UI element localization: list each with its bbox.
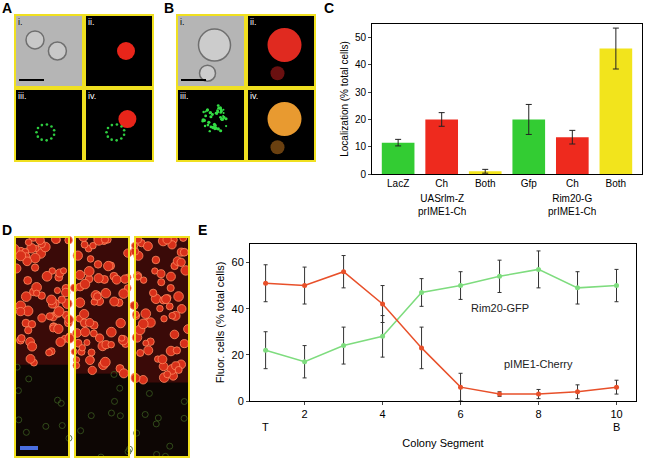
svg-text:Colony Segment: Colony Segment [402, 437, 483, 449]
svg-text:50: 50 [355, 32, 367, 43]
svg-text:0: 0 [238, 395, 244, 407]
svg-text:Rim20-GprIME1-Ch: Rim20-GprIME1-Ch [548, 193, 596, 217]
svg-text:Fluor. cells (% total cells): Fluor. cells (% total cells) [214, 262, 226, 384]
svg-text:10: 10 [610, 408, 622, 420]
svg-text:8: 8 [535, 408, 541, 420]
svg-text:i.: i. [18, 17, 23, 27]
svg-text:ii.: ii. [250, 17, 257, 27]
svg-text:T: T [262, 421, 269, 433]
svg-text:60: 60 [232, 256, 244, 268]
html-text:D: D [2, 222, 13, 238]
svg-text:20: 20 [232, 349, 244, 361]
svg-text:Ch: Ch [566, 178, 579, 189]
svg-text:iii.: iii. [18, 91, 27, 101]
svg-text:10: 10 [355, 141, 367, 152]
svg-text:Both: Both [475, 178, 496, 189]
svg-text:40: 40 [232, 303, 244, 315]
svg-text:ii.: ii. [88, 17, 95, 27]
svg-text:40: 40 [355, 59, 367, 70]
svg-text:iv.: iv. [250, 91, 258, 101]
svg-text:30: 30 [355, 87, 367, 98]
svg-text:20: 20 [355, 114, 367, 125]
svg-text:UASrlm-ZprIME1-Ch: UASrlm-ZprIME1-Ch [418, 193, 466, 217]
svg-text:Both: Both [606, 178, 627, 189]
svg-text:Localization (% total cells): Localization (% total cells) [339, 41, 350, 157]
svg-text:4: 4 [380, 408, 386, 420]
svg-text:Gfp: Gfp [521, 178, 538, 189]
svg-text:i.: i. [180, 17, 185, 27]
svg-text:6: 6 [457, 408, 463, 420]
svg-text:LacZ: LacZ [387, 178, 409, 189]
svg-text:B: B [613, 421, 620, 433]
svg-text:iv.: iv. [88, 91, 96, 101]
html-text:A: A [2, 0, 13, 16]
svg-text:pIME1-Cherry: pIME1-Cherry [504, 358, 573, 370]
html-text:C: C [324, 0, 335, 16]
html-text:B: B [164, 0, 175, 16]
svg-text:2: 2 [302, 408, 308, 420]
svg-text:iii.: iii. [180, 91, 189, 101]
svg-text:Rim20-GFP: Rim20-GFP [471, 302, 529, 314]
svg-text:Ch: Ch [435, 178, 448, 189]
svg-text:0: 0 [360, 169, 366, 180]
html-text:E: E [198, 222, 208, 238]
